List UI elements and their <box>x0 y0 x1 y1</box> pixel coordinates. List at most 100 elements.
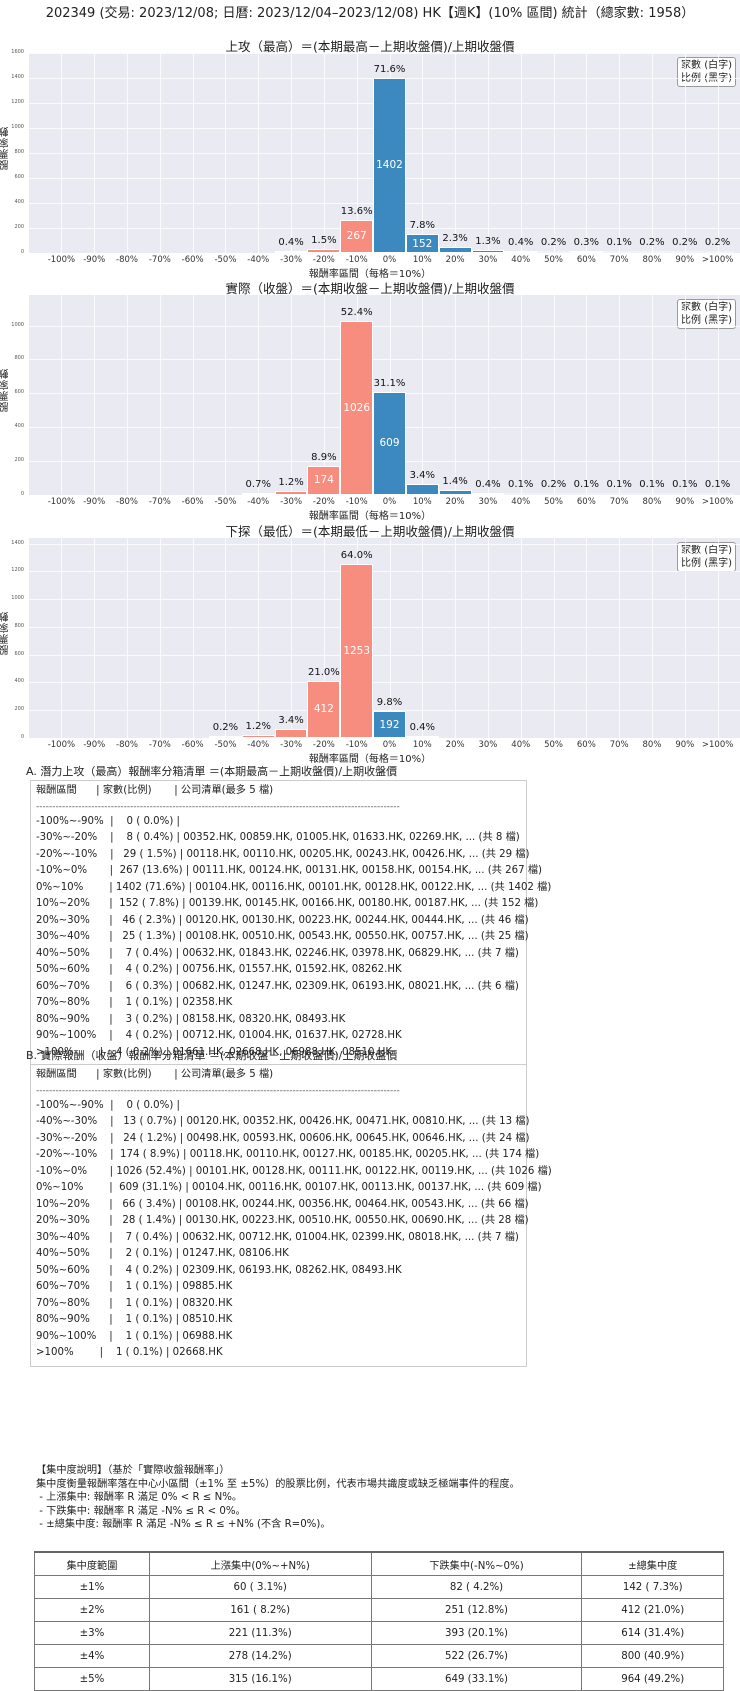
gridline-vertical <box>291 53 293 253</box>
x-tick-label: 50% <box>544 497 563 507</box>
list-item: 50%~60% | 4 ( 0.2%) | 00756.HK, 01557.HK… <box>36 964 402 975</box>
x-tick-label: 70% <box>609 255 629 265</box>
histogram-bar: 174 <box>307 465 341 495</box>
x-tick-label: -60% <box>181 497 204 507</box>
list-item: -100%~-90% | 0 ( 0.0%) | <box>36 815 180 827</box>
x-tick-label: -50% <box>214 255 237 265</box>
x-tick-label: -30% <box>280 740 303 750</box>
x-tick-label: 0% <box>382 255 397 265</box>
histogram-bar <box>274 251 308 253</box>
list-item: -10%~0% | 1026 (52.4%) | 00101.HK, 00128… <box>36 1165 552 1177</box>
col-header-total: ±總集中度 <box>581 1551 724 1576</box>
list-item: 40%~50% | 2 ( 0.1%) | 01247.HK, 08106.HK <box>36 1248 289 1259</box>
x-tick-label: -10% <box>345 740 368 750</box>
x-tick-label: 30% <box>478 255 498 265</box>
bar-percent-label: 9.8% <box>376 697 403 709</box>
gridline-vertical <box>225 295 227 495</box>
x-tick-label: 10% <box>412 740 432 750</box>
gridline-horizontal <box>29 253 740 254</box>
histogram-bar: 609 <box>373 391 406 495</box>
bar-percent-label: 0.2% <box>540 479 567 490</box>
histogram-bar <box>701 251 734 253</box>
chart-high: 上攻（最高）＝(本期最高－上期收盤價)/上期收盤價 股票家數 家數 (白字) 比… <box>0 36 740 286</box>
x-tick-label: 0% <box>382 497 397 507</box>
list-item: 20%~30% | 28 ( 1.4%) | 00130.HK, 00223.H… <box>36 1215 529 1226</box>
y-tick-label: 600 <box>14 389 24 396</box>
cell-range: ±4% <box>34 1644 150 1668</box>
x-tick-label: 50% <box>544 255 563 265</box>
histogram-bar <box>438 247 472 253</box>
bar-percent-label: 3.4% <box>278 714 304 726</box>
gridline-vertical <box>291 538 293 738</box>
gridline-vertical <box>192 295 194 495</box>
x-tick-label: -90% <box>83 255 106 265</box>
histogram-bar <box>701 493 734 495</box>
col-header-range: 集中度範圍 <box>34 1551 150 1576</box>
chart-title: 上攻（最高）＝(本期最高－上期收盤價)/上期收盤價 <box>225 39 515 54</box>
list-item: 10%~20% | 66 ( 3.4%) | 00108.HK, 00244.H… <box>36 1198 529 1210</box>
bar-percent-label: 0.2% <box>639 237 665 248</box>
gridline-vertical <box>651 295 653 495</box>
x-axis-label: 報酬率區間（每格＝10%） <box>308 511 432 522</box>
legend: 家數 (白字) 比例 (黑字) <box>677 299 736 329</box>
gridline-horizontal <box>29 599 740 601</box>
bar-percent-label: 0.4% <box>475 479 501 490</box>
gridline-vertical <box>258 295 260 495</box>
x-tick-label: -10% <box>345 497 368 507</box>
list-item: 50%~60% | 4 ( 0.2%) | 02309.HK, 06193.HK… <box>36 1264 402 1276</box>
gridline-horizontal <box>29 325 740 327</box>
gridline-horizontal <box>29 626 740 628</box>
list-item: -20%~-10% | 29 ( 1.5%) | 00118.HK, 00110… <box>36 848 530 860</box>
histogram-bar: 152 <box>405 234 439 253</box>
gridline-vertical <box>422 53 424 253</box>
gridline-vertical <box>586 538 588 738</box>
histogram-bar <box>569 251 603 253</box>
gridline-vertical <box>192 538 194 738</box>
list-separator: ----------------------------------------… <box>36 1085 400 1096</box>
plot-area: 家數 (白字) 比例 (黑字) 0.7% 1.2% 174 8.9% 1026 52.4%… <box>29 295 740 496</box>
histogram-bar <box>241 492 275 495</box>
section-a-title: A. 潛力上攻（最高）報酬率分箱清單 ＝(本期最高－上期收盤價)/上期收盤價 <box>26 765 398 778</box>
x-tick-label: -10% <box>345 255 368 265</box>
gridline-horizontal <box>29 543 740 545</box>
histogram-bar <box>241 734 275 738</box>
list-header: 報酬區間 | 家數(比例) | 公司清單(最多 5 檔) <box>36 1069 274 1080</box>
list-item: 70%~80% | 1 ( 0.1%) | 02358.HK <box>36 997 233 1008</box>
histogram-bar <box>504 493 538 495</box>
concentration-notes: 【集中度說明】（基於「實際收盤報酬率」） 集中度衡量報酬率落在中心小區間（±1%… <box>36 1464 520 1532</box>
gridline-horizontal <box>29 654 740 656</box>
histogram-bar <box>274 490 308 495</box>
gridline-vertical <box>553 538 555 738</box>
gridline-vertical <box>159 53 161 253</box>
cell-range: ±1% <box>34 1575 150 1599</box>
histogram-bar <box>471 493 505 495</box>
plot-area: 家數 (白字) 比例 (黑字) 0.2% 1.2% 3.4% 412 21.0% 1253… <box>29 538 740 739</box>
list-item: >100% | 4 ( 0.2%) | 01661.HK, 02668.HK, … <box>36 1046 393 1058</box>
y-tick-label: 0 <box>20 491 24 497</box>
cell-up: 60 ( 3.1%) <box>148 1575 372 1599</box>
bar-count-label: 192 <box>379 718 400 731</box>
x-tick-label: 40% <box>511 255 531 265</box>
gridline-vertical <box>586 295 588 495</box>
gridline-vertical <box>684 53 686 253</box>
bar-count-label: 1402 <box>376 159 403 172</box>
histogram-bar <box>569 493 603 495</box>
y-tick-label: 400 <box>14 423 24 430</box>
x-tick-label: -60% <box>181 255 204 265</box>
list-item: 0%~10% | 609 (31.1%) | 00104.HK, 00116.H… <box>36 1182 542 1193</box>
histogram-bar <box>537 251 570 253</box>
list-item: 20%~30% | 46 ( 2.3%) | 00120.HK, 00130.H… <box>36 914 529 926</box>
bar-percent-label: 0.2% <box>704 237 731 248</box>
x-tick-label: >100% <box>701 255 734 265</box>
bar-count-label: 1026 <box>343 402 371 415</box>
bar-percent-label: 0.2% <box>212 722 239 733</box>
y-tick-label: 200 <box>14 224 24 230</box>
section-b-list[interactable]: 報酬區間 | 家數(比例) | 公司清單(最多 5 檔) -----------… <box>30 1064 552 1367</box>
histogram-bar: 192 <box>373 711 406 738</box>
cell-range: ±5% <box>34 1667 150 1691</box>
section-a-list[interactable]: 報酬區間 | 家數(比例) | 公司清單(最多 5 檔) -----------… <box>30 780 551 1066</box>
histogram-bar <box>537 493 570 495</box>
table-row: ±3% 221 (11.3%) 393 (20.1%) 614 (31.4%) <box>34 1621 724 1645</box>
gridline-vertical <box>422 538 424 738</box>
bar-percent-label: 0.3% <box>573 237 600 248</box>
